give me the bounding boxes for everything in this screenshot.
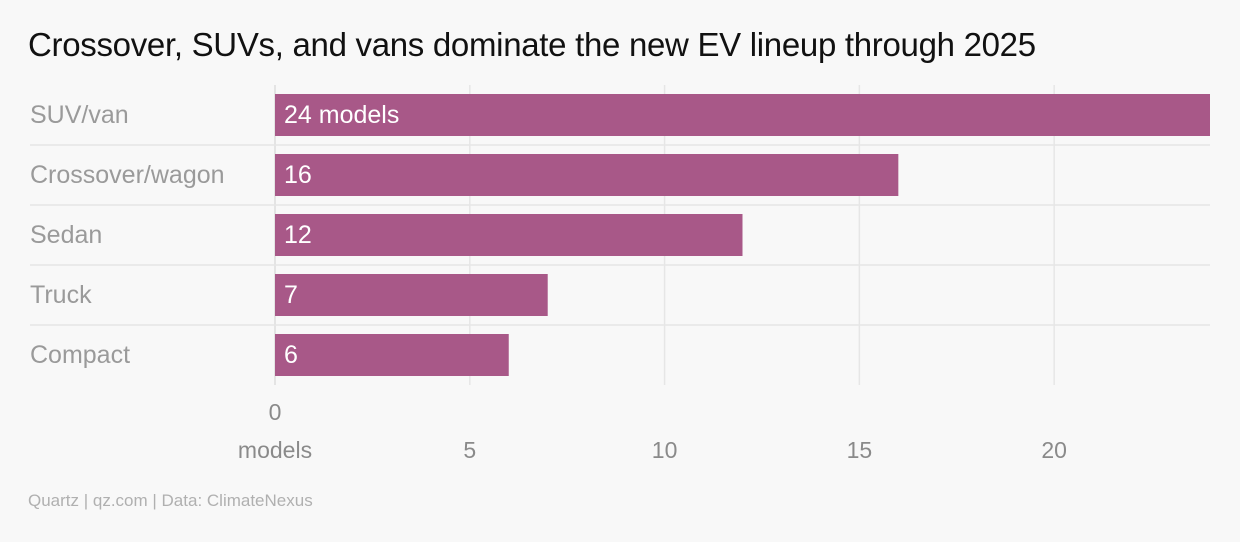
bar-value-label: 7 [284,281,298,309]
x-tick-label: 0 [269,399,282,425]
x-axis-unit-label: models [238,437,312,463]
category-label: Compact [30,341,130,369]
x-tick-label: 20 [1041,437,1067,463]
category-label: Truck [30,281,92,309]
category-label: Sedan [30,221,102,249]
bar-labels: 24 models 16 12 7 6 [284,101,399,369]
bar-value-label: 12 [284,221,312,249]
bar-value-label: 24 models [284,101,399,129]
x-tick-label: 10 [652,437,678,463]
row-separators [30,144,1210,326]
bar-value-label: 16 [284,161,312,189]
x-axis: 0 5 10 15 20 models [238,399,1067,463]
chart-title: Crossover, SUVs, and vans dominate the n… [28,26,1036,63]
category-label: SUV/van [30,101,129,129]
source-footer: Quartz | qz.com | Data: ClimateNexus [28,491,313,510]
bar-crossover-wagon [275,154,899,196]
category-label: Crossover/wagon [30,161,225,189]
bars [275,94,1210,376]
x-tick-label: 15 [847,437,873,463]
x-tick-label: 5 [463,437,476,463]
bar-value-label: 6 [284,341,298,369]
bar-truck [275,274,548,316]
bar-sedan [275,214,743,256]
bar-suv-van [275,94,1210,136]
category-labels: SUV/van Crossover/wagon Sedan Truck Compact [30,101,225,369]
bar-compact [275,334,509,376]
